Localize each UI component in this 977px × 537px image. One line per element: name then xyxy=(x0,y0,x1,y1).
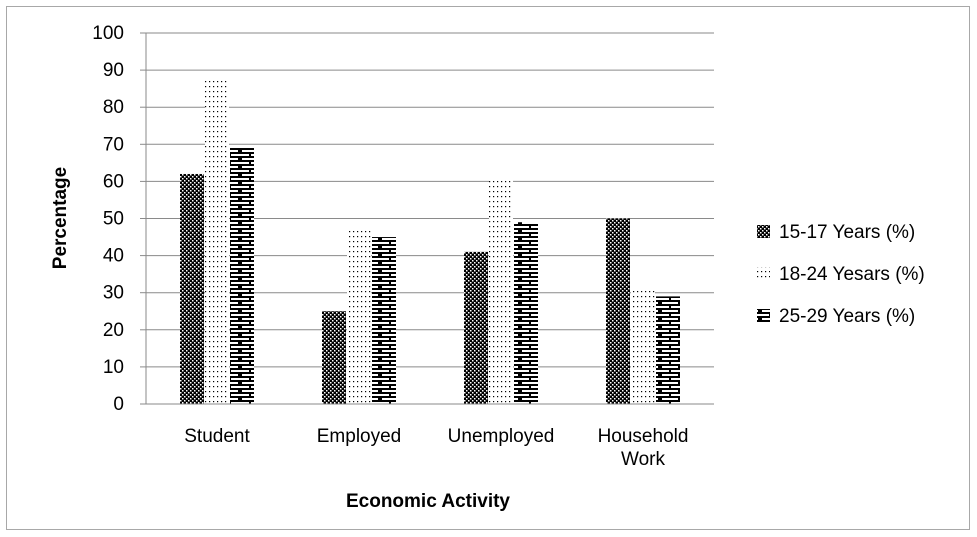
bar-1-3 xyxy=(631,288,655,404)
x-axis-title: Economic Activity xyxy=(346,491,510,512)
y-axis-ticks: 0 10 20 30 40 50 60 70 80 90 100 xyxy=(92,23,124,415)
legend-swatch xyxy=(757,267,770,280)
y-tick-label: 30 xyxy=(103,283,124,304)
y-tick-label: 100 xyxy=(92,23,124,44)
y-tick-label: 70 xyxy=(103,134,124,155)
bar-0-0 xyxy=(180,173,204,404)
x-category-label: Student xyxy=(184,426,250,447)
bar-2-0 xyxy=(230,148,254,404)
legend-label: 25-29 Years (%) xyxy=(779,306,915,327)
y-tick-label: 50 xyxy=(103,209,124,230)
bars xyxy=(180,77,680,405)
x-category-label: Work xyxy=(621,449,665,470)
bar-1-1 xyxy=(347,229,371,404)
bar-0-3 xyxy=(606,218,630,404)
y-tick-label: 20 xyxy=(103,320,124,341)
y-axis-title: Percentage xyxy=(50,167,71,269)
legend-label: 15-17 Years (%) xyxy=(779,222,915,243)
bar-0-2 xyxy=(464,251,488,404)
legend: 15-17 Years (%) 18-24 Yesars (%) 25-29 Yea… xyxy=(757,222,925,327)
legend-swatch xyxy=(757,225,770,238)
x-category-label: Household xyxy=(598,426,689,447)
x-category-label: Unemployed xyxy=(448,426,555,447)
y-tick-label: 80 xyxy=(103,97,124,118)
y-tick-label: 40 xyxy=(103,246,124,267)
bar-2-1 xyxy=(372,237,396,404)
y-tick-label: 90 xyxy=(103,60,124,81)
y-tick-label: 60 xyxy=(103,171,124,192)
x-category-label: Employed xyxy=(317,426,402,447)
y-tick-label: 0 xyxy=(113,394,124,415)
y-tick-label: 10 xyxy=(103,357,124,378)
bar-2-2 xyxy=(514,222,538,404)
legend-swatch xyxy=(757,309,770,322)
legend-label: 18-24 Yesars (%) xyxy=(779,264,925,285)
bar-0-1 xyxy=(322,311,346,404)
bar-1-0 xyxy=(205,77,229,405)
axes xyxy=(145,33,714,405)
bar-1-2 xyxy=(489,177,513,404)
bar-2-3 xyxy=(656,296,680,404)
